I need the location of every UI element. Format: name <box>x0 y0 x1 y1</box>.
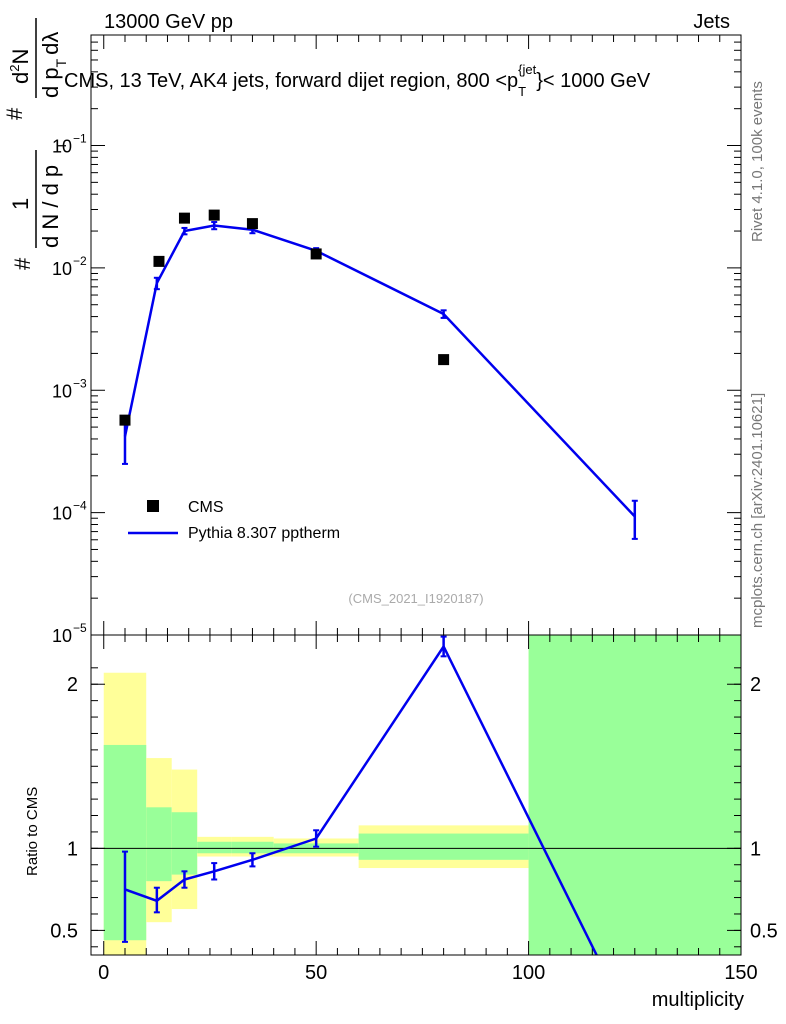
ratio-y-label: Ratio to CMS <box>24 787 41 876</box>
x-tick-label: 150 <box>724 962 757 984</box>
y-tick-label: 10 <box>52 504 72 524</box>
title-main: CMS, 13 TeV, AK4 jets, forward dijet reg… <box>64 70 518 92</box>
cms-data-point <box>153 255 165 267</box>
legend-mc-label: Pythia 8.307 pptherm <box>188 525 340 542</box>
legend: CMS Pythia 8.307 pptherm <box>128 499 340 542</box>
cms-data-point <box>119 414 131 426</box>
ratio-y-tick-label: 2 <box>67 674 78 696</box>
ylabel-hash2: # <box>2 107 27 120</box>
x-tick-label: 0 <box>98 962 109 984</box>
header-right: Jets <box>693 11 730 33</box>
title-end: }< 1000 GeV <box>536 70 651 92</box>
x-tick-label: 100 <box>512 962 545 984</box>
ratio-band-green <box>146 807 172 882</box>
ratio-band-green <box>358 833 529 860</box>
cms-data-point <box>438 354 450 366</box>
y-tick-label: 10 <box>52 137 72 157</box>
title-sub: T <box>518 84 526 99</box>
rivet-label: Rivet 4.1.0, 100k events <box>749 81 766 242</box>
y-axis-label: # 1 d N / d p T # d2N d pTdλ <box>2 18 69 270</box>
ratio-y-tick-label: 1 <box>67 838 78 860</box>
chart-title: CMS, 13 TeV, AK4 jets, forward dijet reg… <box>64 62 651 99</box>
ylabel-sub: T <box>53 141 69 150</box>
ylabel-d2n: d2N <box>7 49 33 84</box>
title-sup: {jet <box>518 62 536 77</box>
ylabel-one: 1 <box>8 198 33 210</box>
ratio-plot-frame <box>90 634 742 956</box>
ratio-y-tick-label-right: 0.5 <box>750 920 778 942</box>
y-tick-exponent: −2 <box>73 254 87 268</box>
header-left: 13000 GeV pp <box>104 11 233 33</box>
ratio-y-tick-label-right: 2 <box>750 674 761 696</box>
main-plot-frame <box>90 34 742 636</box>
ylabel-hash1: # <box>10 257 35 270</box>
ratio-band-green <box>528 635 741 955</box>
ratio-band-green <box>197 841 232 854</box>
mc-series-line <box>123 224 636 518</box>
ratio-y-tick-label: 0.5 <box>50 920 78 942</box>
ratio-plot: 0.5 0.5 1 1 2 2 0 50 100 150 <box>50 635 778 984</box>
legend-cms-marker <box>147 500 159 512</box>
y-tick-exponent: −1 <box>73 132 87 146</box>
y-tick-label: 10 <box>52 626 72 646</box>
ratio-band-green <box>171 812 198 875</box>
y-tick-label: 10 <box>52 381 72 401</box>
y-tick-exponent: −5 <box>73 621 87 635</box>
ratio-y-tick-label-right: 1 <box>750 838 761 860</box>
analysis-watermark: (CMS_2021_I1920187) <box>348 591 483 606</box>
main-plot: 10−510−410−310−210−1 <box>52 34 742 648</box>
cms-data-point <box>310 248 322 260</box>
x-tick-label: 50 <box>305 962 327 984</box>
ratio-band-green <box>231 841 274 854</box>
mcplots-label: mcplots.cern.ch [arXiv:2401.10621] <box>749 393 766 628</box>
x-axis-label: multiplicity <box>652 989 744 1011</box>
ylabel-dn: d N / d p <box>38 165 63 248</box>
cms-data-point <box>208 209 220 221</box>
y-tick-label: 10 <box>52 259 72 279</box>
ratio-series-line <box>124 644 598 955</box>
y-tick-exponent: −4 <box>73 499 87 513</box>
ylabel-dpt: d pTdλ <box>38 32 69 98</box>
y-tick-exponent: −3 <box>73 376 87 390</box>
cms-data-point <box>178 212 190 224</box>
legend-cms-label: CMS <box>188 499 224 516</box>
cms-data-point <box>246 218 258 230</box>
